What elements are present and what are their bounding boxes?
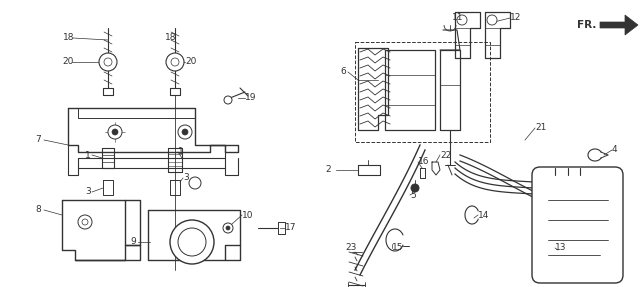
Text: 2: 2 — [325, 166, 331, 174]
Text: 10: 10 — [242, 210, 253, 220]
Circle shape — [82, 219, 88, 225]
Polygon shape — [600, 15, 638, 35]
Circle shape — [99, 53, 117, 71]
Text: 16: 16 — [418, 158, 429, 166]
Text: 17: 17 — [285, 224, 296, 232]
Text: 23: 23 — [345, 243, 356, 253]
Text: 6: 6 — [340, 67, 346, 77]
Text: 9: 9 — [130, 238, 136, 247]
Circle shape — [457, 15, 467, 25]
Text: 8: 8 — [35, 205, 41, 214]
Circle shape — [182, 129, 188, 135]
Text: 14: 14 — [478, 210, 490, 220]
Text: 20: 20 — [185, 57, 196, 67]
Text: 5: 5 — [410, 191, 416, 199]
Text: 12: 12 — [510, 13, 522, 22]
Text: 3: 3 — [85, 187, 91, 197]
Text: 3: 3 — [183, 174, 189, 183]
FancyBboxPatch shape — [532, 167, 623, 283]
Circle shape — [487, 15, 497, 25]
Circle shape — [108, 125, 122, 139]
Text: 1: 1 — [178, 148, 184, 156]
Circle shape — [112, 129, 118, 135]
Text: 18: 18 — [63, 34, 74, 42]
Text: 1: 1 — [85, 150, 91, 160]
Circle shape — [178, 228, 206, 256]
Circle shape — [411, 184, 419, 192]
Text: 20: 20 — [62, 57, 74, 67]
Text: 21: 21 — [535, 123, 547, 133]
Text: 15: 15 — [392, 243, 403, 253]
Circle shape — [189, 177, 201, 189]
Circle shape — [226, 226, 230, 230]
Circle shape — [224, 96, 232, 104]
Text: 7: 7 — [35, 135, 41, 144]
Text: 19: 19 — [245, 94, 257, 102]
Circle shape — [178, 125, 192, 139]
Circle shape — [223, 223, 233, 233]
Circle shape — [170, 220, 214, 264]
Circle shape — [78, 215, 92, 229]
Circle shape — [104, 58, 112, 66]
Circle shape — [171, 58, 179, 66]
Text: 13: 13 — [555, 243, 566, 253]
Text: 11: 11 — [452, 13, 463, 22]
Text: 18: 18 — [165, 34, 177, 42]
Circle shape — [166, 53, 184, 71]
Text: 22: 22 — [440, 150, 451, 160]
Text: 4: 4 — [612, 146, 618, 154]
Bar — [355, 42, 490, 142]
Text: FR.: FR. — [577, 20, 596, 30]
